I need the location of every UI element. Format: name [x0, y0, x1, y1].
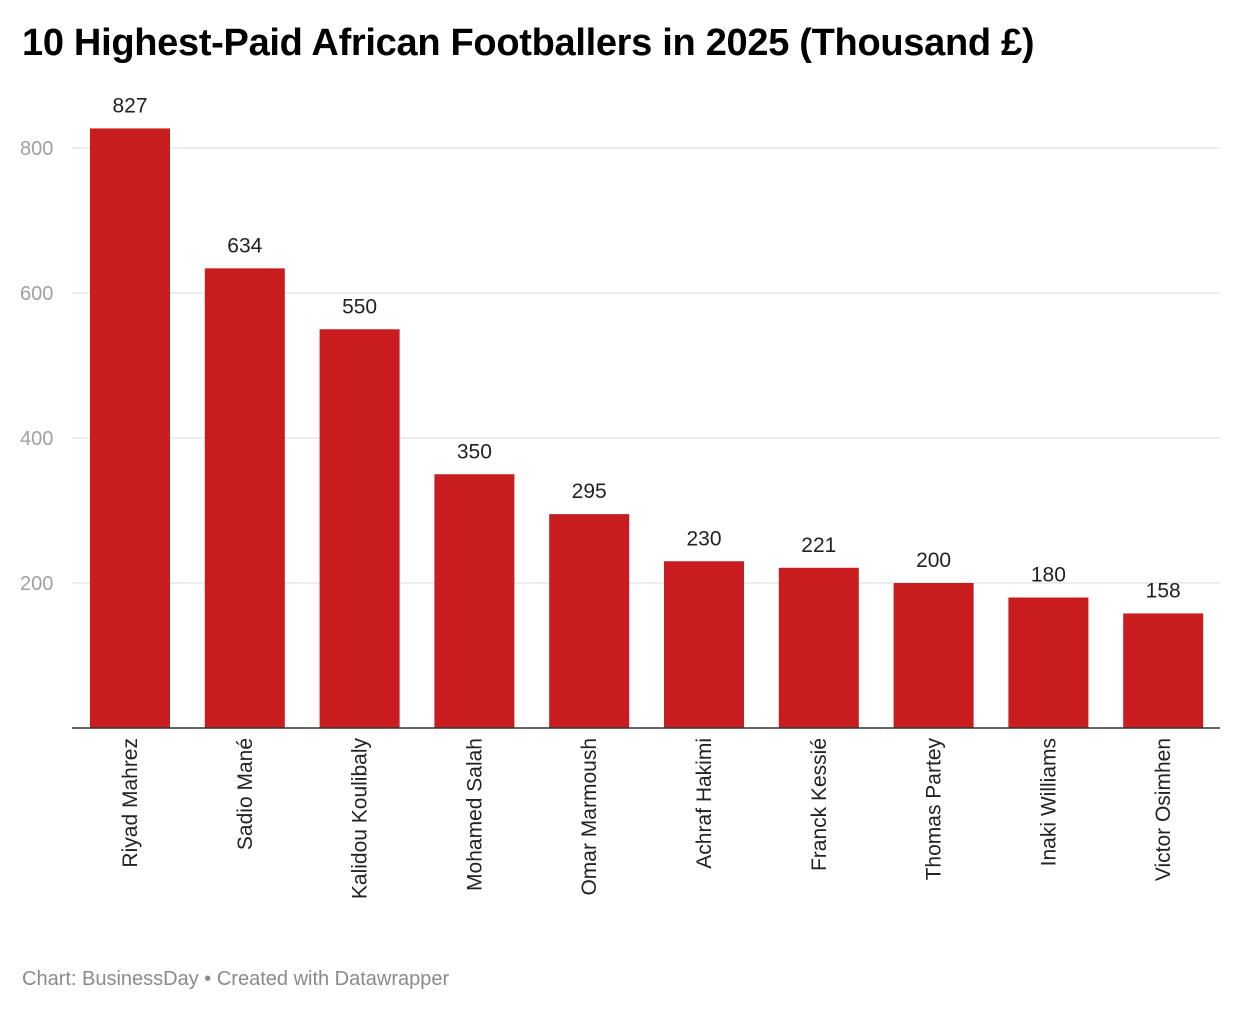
x-axis-category-labels: Riyad Mahrez Sadio Mané Kalidou Koulibaly M… [119, 738, 1175, 900]
value-label: 200 [916, 549, 951, 572]
y-tick-label: 200 [20, 573, 53, 595]
value-label: 634 [227, 234, 262, 257]
bar-riyad-mahrez [90, 128, 170, 729]
bar-kalidou-koulibaly [319, 329, 400, 728]
bar-victor-osimhen [1123, 613, 1204, 728]
value-label: 827 [112, 94, 147, 117]
bar-franck-kessi- [778, 567, 859, 728]
bar-sadio-man- [204, 268, 285, 728]
y-tick-label: 800 [20, 138, 53, 160]
y-tick-label: 600 [20, 283, 53, 305]
category-label: Riyad Mahrez [119, 738, 142, 868]
bar-mohamed-salah [434, 474, 515, 728]
value-labels: 827 634 550 350 295 230 221 200 180 158 [112, 94, 1180, 602]
value-label: 180 [1031, 564, 1066, 587]
value-label: 230 [686, 527, 721, 550]
value-label: 221 [801, 534, 836, 557]
chart-title: 10 Highest-Paid African Footballers in 2… [22, 22, 1035, 64]
chart-footer: Chart: BusinessDay • Created with Datawr… [22, 968, 450, 990]
bar-omar-marmoush [549, 514, 630, 728]
category-label: Omar Marmoush [578, 738, 601, 896]
value-label: 295 [572, 480, 607, 503]
y-axis-ticks: 200 400 600 800 [20, 138, 53, 595]
bar-achraf-hakimi [664, 561, 744, 728]
bar-thomas-partey [893, 583, 974, 728]
bar-chart: 200 400 600 800 827 634 550 350 295 230 221 200 180… [20, 94, 1220, 900]
category-label: Franck Kessié [808, 738, 831, 871]
bars [90, 128, 1204, 729]
value-label: 158 [1146, 579, 1181, 602]
bar-inaki-williams [1008, 597, 1089, 728]
value-label: 550 [342, 295, 377, 318]
value-label: 350 [457, 440, 492, 463]
y-tick-label: 400 [20, 428, 53, 450]
category-label: Thomas Partey [923, 738, 946, 881]
category-label: Inaki Williams [1037, 738, 1060, 866]
category-label: Achraf Hakimi [693, 738, 716, 869]
category-label: Kalidou Koulibaly [349, 738, 372, 900]
category-label: Victor Osimhen [1152, 738, 1175, 881]
category-label: Sadio Mané [234, 738, 257, 850]
category-label: Mohamed Salah [463, 738, 486, 891]
